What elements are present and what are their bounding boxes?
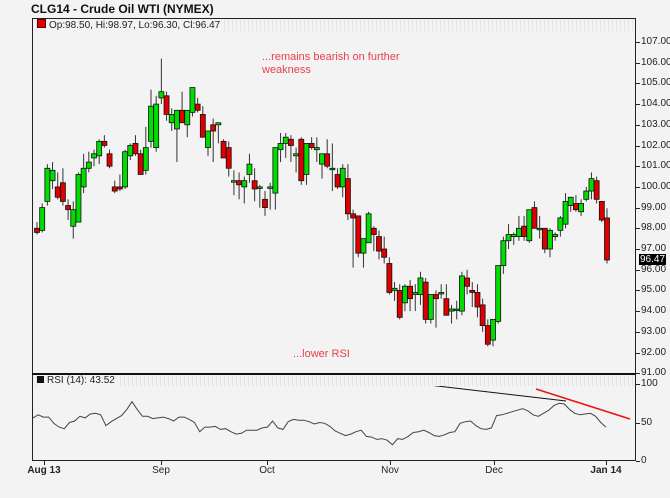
date-tick (267, 461, 268, 465)
rsi-tick-label: 100 (641, 378, 658, 389)
price-legend: Op:98.50, Hi:98.97, Lo:96.30, Cl:96.47 (37, 19, 225, 31)
rsi-tick (636, 422, 640, 424)
price-tick (636, 331, 640, 333)
date-tick (161, 461, 162, 465)
price-tick-label: 99.00 (641, 201, 667, 213)
price-tick (636, 62, 640, 64)
price-tick-label: 102.00 (641, 139, 670, 151)
price-tick-label: 97.00 (641, 243, 667, 254)
bearish-annotation-line2: weakness (262, 64, 311, 76)
price-tick (636, 311, 640, 313)
price-tick-label: 106.00 (641, 56, 670, 68)
date-tick (606, 461, 607, 465)
chart-title: CLG14 - Crude Oil WTI (NYMEX) (31, 2, 214, 16)
price-tick (636, 373, 640, 375)
price-tick-label: 105.00 (641, 77, 670, 89)
price-tick-label: 91.00 (641, 367, 667, 379)
date-tick-label: Jan 14 (590, 465, 622, 476)
price-tick-label: 103.00 (641, 118, 670, 130)
rsi-legend: RSI (14): 43.52 (37, 375, 119, 386)
price-tick-label: 100.00 (641, 180, 670, 192)
date-tick-label: Oct (259, 465, 275, 476)
rsi-tick (636, 461, 640, 462)
chart-frame (32, 18, 636, 461)
black-square-icon (37, 376, 44, 383)
price-tick-label: 95.00 (641, 284, 667, 296)
rsi-legend-bar (33, 375, 635, 386)
price-tick-label: 96.00 (641, 263, 667, 275)
price-tick (636, 145, 640, 147)
price-tick (636, 186, 640, 188)
price-tick (636, 42, 640, 43)
rsi-tick (636, 384, 640, 385)
rsi-tick-label: 50 (641, 416, 653, 428)
price-tick (636, 207, 640, 209)
price-tick (636, 228, 640, 230)
price-tick (636, 290, 640, 292)
date-tick (494, 461, 495, 465)
date-tick-label: Aug 13 (27, 465, 61, 476)
red-square-icon (37, 19, 46, 28)
date-tick (44, 461, 45, 465)
bearish-annotation: ...remains bearish on further weakness (262, 51, 400, 77)
price-tick (636, 269, 640, 271)
price-tick-label: 93.00 (641, 325, 667, 337)
rsi-label: RSI (14): 43.52 (47, 375, 115, 386)
price-tick-label: 104.00 (641, 98, 670, 110)
date-tick-label: Sep (152, 465, 170, 476)
price-tick (636, 83, 640, 85)
price-tick (636, 166, 640, 168)
date-tick-label: Nov (381, 465, 399, 476)
price-tick-label: 94.00 (641, 305, 667, 317)
date-tick-label: Dec (485, 465, 503, 476)
price-tick (636, 352, 640, 354)
ohlc-label: Op:98.50, Hi:98.97, Lo:96.30, Cl:96.47 (49, 20, 221, 31)
price-tick-label: 98.00 (641, 222, 667, 234)
price-tick-label: 101.00 (641, 160, 670, 172)
price-tick (636, 104, 640, 106)
rsi-tick-label: 0 (641, 455, 647, 466)
last-price-tag: 96.47 (639, 253, 667, 265)
price-tick (636, 249, 640, 250)
rsi-annotation: ...lower RSI (293, 348, 350, 360)
panel-divider (32, 373, 636, 375)
price-tick-label: 107.00 (641, 36, 670, 47)
price-tick (636, 124, 640, 126)
bearish-annotation-line1: ...remains bearish on further (262, 51, 400, 63)
date-tick (390, 461, 391, 465)
price-tick-label: 92.00 (641, 346, 667, 358)
